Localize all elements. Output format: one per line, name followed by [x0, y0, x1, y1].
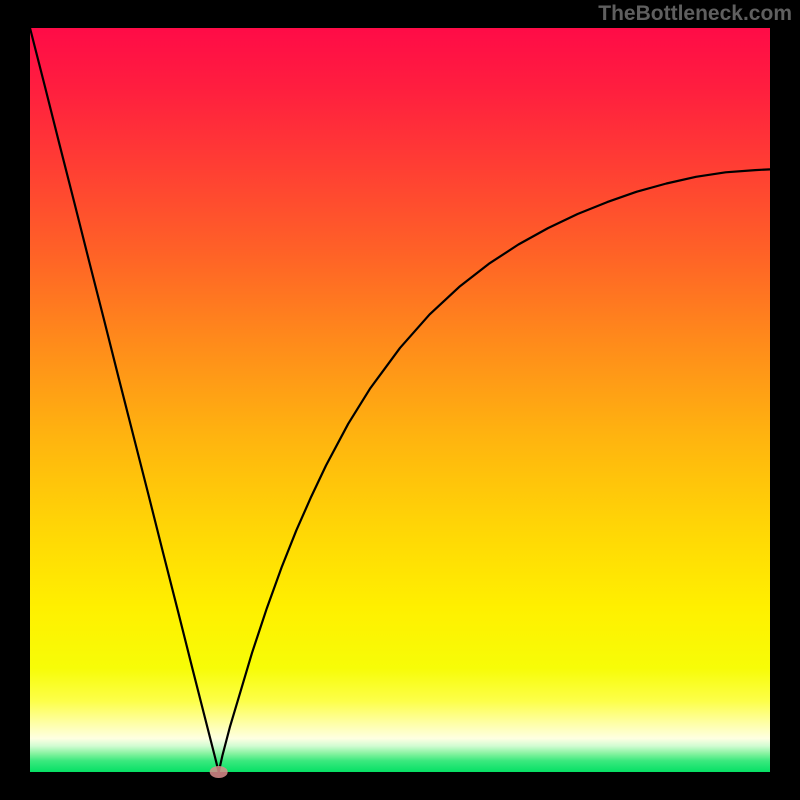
watermark-text: TheBottleneck.com [598, 2, 792, 26]
bottleneck-chart [0, 0, 800, 800]
vertex-marker [210, 766, 228, 778]
chart-container: TheBottleneck.com [0, 0, 800, 800]
gradient-background [30, 28, 770, 772]
